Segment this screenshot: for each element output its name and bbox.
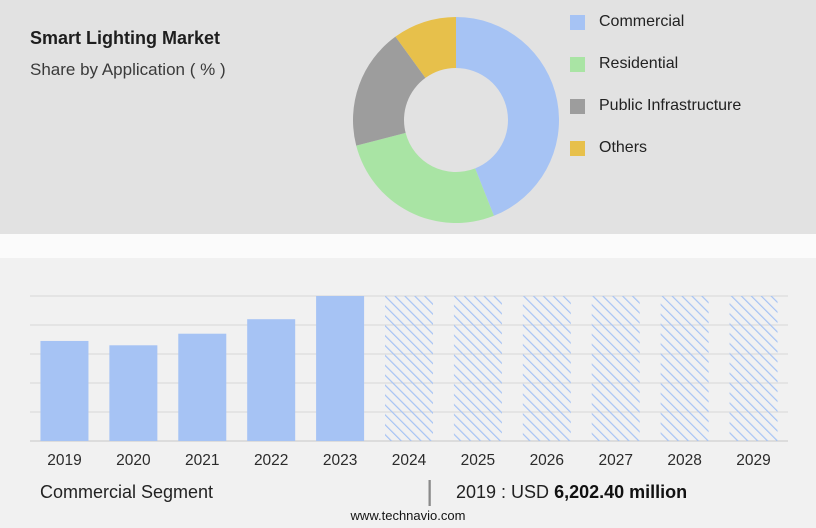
bar-2023 [316,296,365,441]
donut-slice-public-infrastructure [353,36,426,146]
market-value-number: 6,202.40 million [554,482,688,502]
donut-slice-residential [356,132,494,224]
legend-item-others: Others [570,136,741,160]
pie-section: Smart Lighting Market Share by Applicati… [0,0,816,234]
market-value-prefix: 2019 : USD [456,482,550,502]
x-axis-label-2020: 2020 [116,452,151,469]
legend-swatch-commercial [570,14,585,30]
x-axis-label-2029: 2029 [736,452,770,469]
x-axis-label-2026: 2026 [530,452,564,469]
x-axis-label-2021: 2021 [185,452,219,469]
page-title: Smart Lighting Market [30,28,221,48]
legend-swatch-residential [570,56,585,72]
x-axis-label-2022: 2022 [254,452,288,469]
legend-item-commercial: Commercial [570,10,741,34]
x-axis-label-2027: 2027 [598,452,632,469]
legend-label: Public Infrastructure [599,97,742,114]
bar-2021 [178,333,227,441]
chart-subtitle: Share by Application ( % ) [30,60,226,79]
legend-label: Commercial [599,13,685,30]
forecast-bar-2028 [660,296,709,441]
bar-2020 [109,345,158,441]
donut-slice-others [395,17,456,78]
section-divider [0,234,816,258]
forecast-bar-2025 [453,296,502,441]
legend-item-public-infrastructure: Public Infrastructure [570,94,741,118]
legend-label: Others [599,139,648,156]
website-url: www.technavio.com [350,508,466,523]
donut-chart [353,17,559,224]
x-axis-label-2024: 2024 [392,452,427,469]
segment-label: Commercial Segment [40,482,214,502]
legend-item-residential: Residential [570,52,741,76]
x-axis-label-2023: 2023 [323,452,357,469]
legend-swatch-public-infrastructure [570,98,585,114]
bar-chart: 2019 2020 2021 2022 2023 2024 2025 2026 2027 2028… [30,295,788,469]
x-axis-label-2028: 2028 [667,452,701,469]
market-value: 2019 : USD 6,202.40 million [456,482,687,503]
title-block: Smart Lighting Market Share by Applicati… [30,28,226,80]
x-axis-label-2019: 2019 [47,452,81,469]
bar-2019 [40,340,89,441]
forecast-bar-2024 [385,296,433,441]
forecast-bar-2027 [591,296,640,441]
x-axis-label-2025: 2025 [461,452,495,469]
footer-divider: | [426,475,434,506]
forecast-bar-2029 [729,296,778,441]
bar-section: 2019 2020 2021 2022 2023 2024 2025 2026 2027 2028… [0,258,816,528]
legend: Commercial Residential Public Infrastructu… [570,10,741,178]
footer-row: Commercial Segment | 2019 : USD 6,202.40… [0,475,816,508]
donut-slice-commercial [456,17,559,216]
forecast-bar-2026 [522,296,571,441]
legend-label: Residential [599,55,679,72]
legend-swatch-others [570,140,585,156]
bar-2022 [247,319,296,441]
